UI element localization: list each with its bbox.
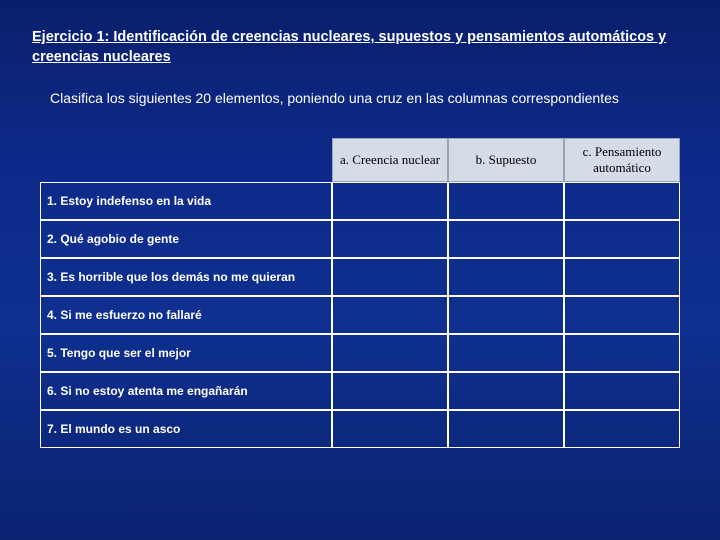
cell-c[interactable]: [564, 182, 680, 220]
slide-page: Ejercicio 1: Identificación de creencias…: [0, 0, 720, 468]
cell-b[interactable]: [448, 258, 564, 296]
cell-a[interactable]: [332, 410, 448, 448]
table-row: 2. Qué agobio de gente: [40, 220, 680, 258]
cell-a[interactable]: [332, 334, 448, 372]
table-row: 6. Si no estoy atenta me engañarán: [40, 372, 680, 410]
cell-a[interactable]: [332, 182, 448, 220]
cell-b[interactable]: [448, 334, 564, 372]
exercise-title: Ejercicio 1: Identificación de creencias…: [32, 28, 688, 67]
cell-c[interactable]: [564, 296, 680, 334]
table-row: 5. Tengo que ser el mejor: [40, 334, 680, 372]
cell-c[interactable]: [564, 258, 680, 296]
row-label: 7. El mundo es un asco: [40, 410, 332, 448]
cell-b[interactable]: [448, 220, 564, 258]
cell-b[interactable]: [448, 296, 564, 334]
cell-c[interactable]: [564, 334, 680, 372]
cell-a[interactable]: [332, 220, 448, 258]
cell-a[interactable]: [332, 372, 448, 410]
table-row: 3. Es horrible que los demás no me quier…: [40, 258, 680, 296]
header-col-b: b. Supuesto: [448, 138, 564, 182]
table-row: 4. Si me esfuerzo no fallaré: [40, 296, 680, 334]
row-label: 1. Estoy indefenso en la vida: [40, 182, 332, 220]
cell-c[interactable]: [564, 410, 680, 448]
row-label: 6. Si no estoy atenta me engañarán: [40, 372, 332, 410]
cell-b[interactable]: [448, 372, 564, 410]
cell-a[interactable]: [332, 296, 448, 334]
row-label: 4. Si me esfuerzo no fallaré: [40, 296, 332, 334]
header-col-a: a. Creencia nuclear: [332, 138, 448, 182]
cell-a[interactable]: [332, 258, 448, 296]
table-row: 1. Estoy indefenso en la vida: [40, 182, 680, 220]
table-header-row: a. Creencia nuclear b. Supuesto c. Pensa…: [40, 138, 680, 182]
header-spacer: [40, 138, 332, 182]
header-col-c: c. Pensamiento automático: [564, 138, 680, 182]
cell-b[interactable]: [448, 410, 564, 448]
row-label: 5. Tengo que ser el mejor: [40, 334, 332, 372]
cell-b[interactable]: [448, 182, 564, 220]
cell-c[interactable]: [564, 372, 680, 410]
instruction-text: Clasifica los siguientes 20 elementos, p…: [50, 89, 688, 108]
row-label: 3. Es horrible que los demás no me quier…: [40, 258, 332, 296]
table-row: 7. El mundo es un asco: [40, 410, 680, 448]
row-label: 2. Qué agobio de gente: [40, 220, 332, 258]
classification-table: a. Creencia nuclear b. Supuesto c. Pensa…: [40, 138, 680, 448]
cell-c[interactable]: [564, 220, 680, 258]
